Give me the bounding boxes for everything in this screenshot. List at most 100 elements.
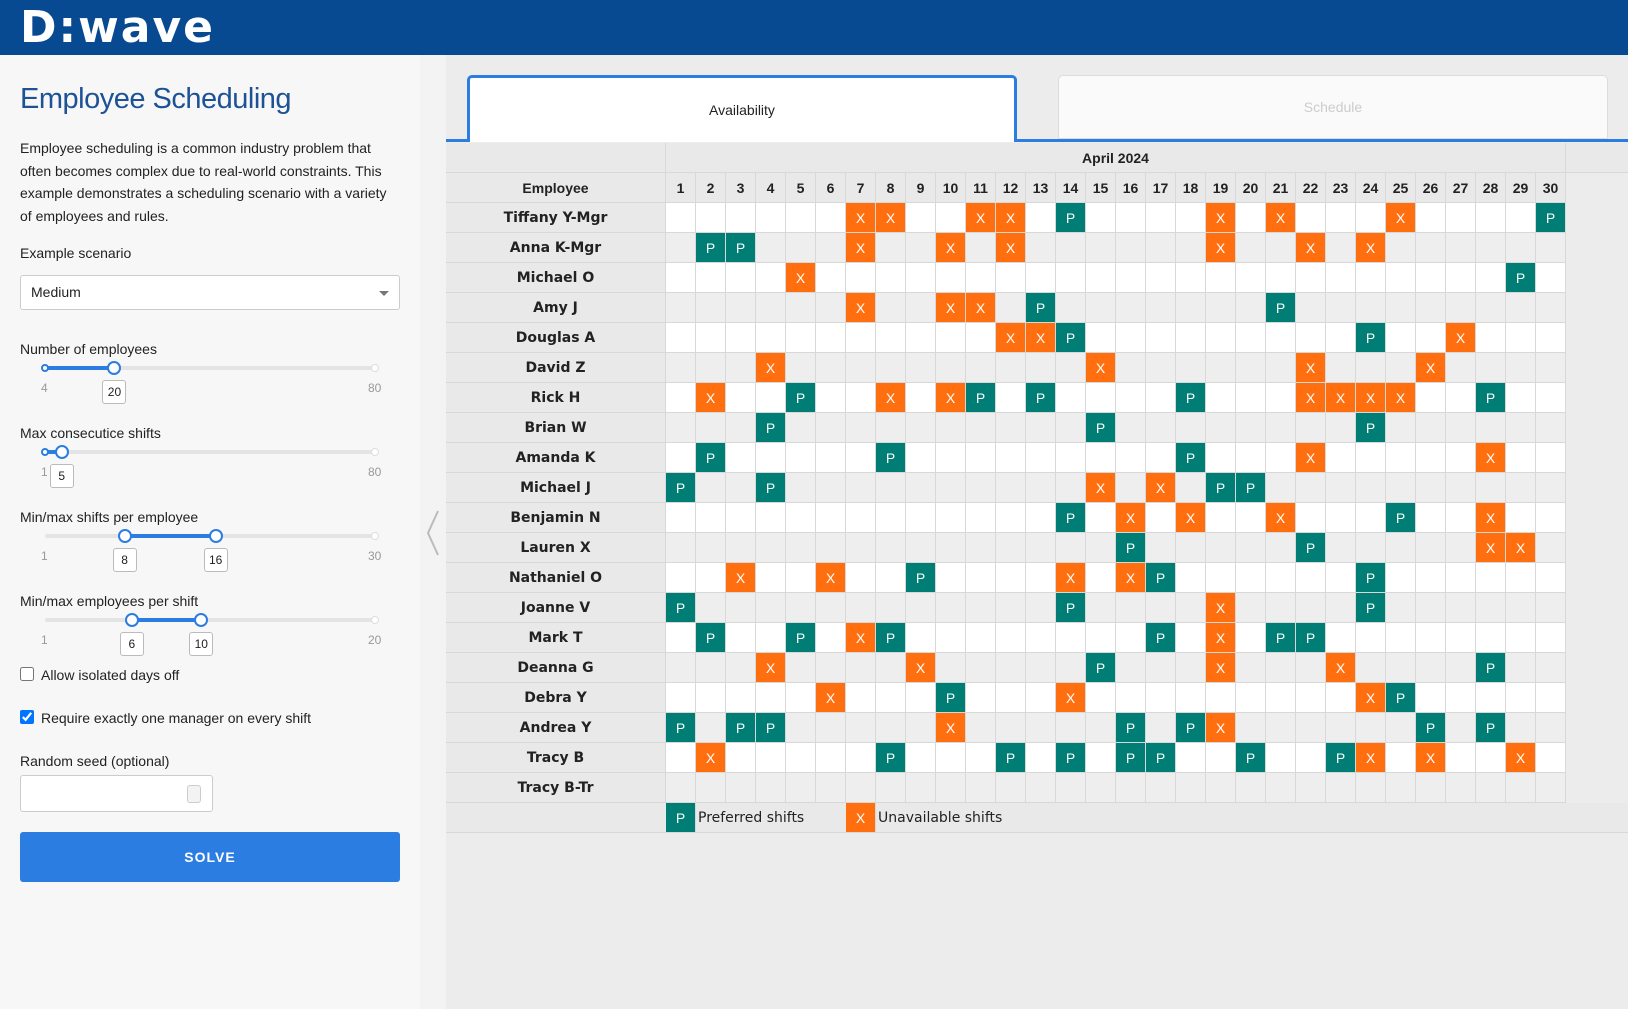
empty-cell <box>816 503 846 533</box>
employee-name: Tiffany Y-Mgr <box>446 203 666 233</box>
empty-cell <box>1356 353 1386 383</box>
empty-cell <box>996 413 1026 443</box>
empty-cell <box>726 353 756 383</box>
employee-name: Mark T <box>446 623 666 653</box>
empty-cell <box>1326 263 1356 293</box>
shift-mark: X <box>1356 233 1386 263</box>
empty-cell <box>1236 623 1266 653</box>
shift-mark: X <box>726 563 756 593</box>
empty-cell <box>966 353 996 383</box>
slider-start <box>41 448 49 456</box>
empty-cell <box>1326 713 1356 743</box>
day-label: 4 <box>756 173 786 203</box>
day-label: 9 <box>906 173 936 203</box>
slider-handle[interactable] <box>124 613 139 627</box>
shift-mark: X <box>996 323 1026 353</box>
shift-mark: X <box>1476 443 1506 473</box>
tab-label: Availability <box>709 102 775 118</box>
empty-cell <box>1266 713 1296 743</box>
select[interactable]: Medium <box>20 275 400 310</box>
shift-mark: P <box>906 563 936 593</box>
empty-cell <box>1356 623 1386 653</box>
empty-cell <box>1026 593 1056 623</box>
empty-cell <box>1446 713 1476 743</box>
tab[interactable]: Schedule <box>1058 75 1608 139</box>
shift-mark: X <box>846 233 876 263</box>
slider-value: 10 <box>189 632 214 656</box>
employee-name: Brian W <box>446 413 666 443</box>
empty-cell <box>1266 383 1296 413</box>
empty-cell <box>1266 323 1296 353</box>
tab[interactable]: Availability <box>467 75 1017 142</box>
empty-cell <box>1026 473 1056 503</box>
empty-cell <box>936 263 966 293</box>
day-label: 30 <box>1536 173 1566 203</box>
empty-cell <box>1116 263 1146 293</box>
empty-cell <box>996 533 1026 563</box>
empty-cell <box>1326 623 1356 653</box>
empty-cell <box>756 323 786 353</box>
slider-handle[interactable] <box>54 445 69 459</box>
empty-cell <box>996 263 1026 293</box>
empty-cell <box>1506 563 1536 593</box>
empty-cell <box>696 653 726 683</box>
shift-mark: P <box>1056 593 1086 623</box>
empty-cell <box>1266 263 1296 293</box>
collapse-gutter[interactable] <box>420 55 446 1009</box>
empty-cell <box>936 323 966 353</box>
slider-handle[interactable] <box>117 529 132 543</box>
empty-cell <box>1116 443 1146 473</box>
empty-cell <box>906 773 936 803</box>
availability-table: April 2024 Employee 1 2 3 4 5 6 7 8 9 10 11 12 13 14 15 1… <box>446 143 1628 888</box>
empty-cell <box>1446 743 1476 773</box>
empty-cell <box>1506 713 1536 743</box>
seed-input[interactable] <box>20 775 213 812</box>
top-bar: D:wave <box>0 0 1628 55</box>
shift-mark: P <box>1146 743 1176 773</box>
slider-value: 8 <box>112 548 137 572</box>
empty-cell <box>816 353 846 383</box>
shift-mark: P <box>1386 683 1416 713</box>
empty-cell <box>1176 353 1206 383</box>
empty-cell <box>1506 683 1536 713</box>
empty-cell <box>876 293 906 323</box>
shift-mark: P <box>1086 413 1116 443</box>
empty-cell <box>1236 203 1266 233</box>
empty-cell <box>786 203 816 233</box>
day-label: 27 <box>1446 173 1476 203</box>
empty-cell <box>876 533 906 563</box>
empty-cell <box>1296 263 1326 293</box>
slider-value: 5 <box>49 464 74 488</box>
solve-button[interactable]: SOLVE <box>20 832 400 882</box>
empty-cell <box>966 563 996 593</box>
shift-mark: P <box>876 743 906 773</box>
shift-mark: X <box>1206 623 1236 653</box>
empty-cell <box>1446 443 1476 473</box>
shift-mark: P <box>1506 263 1536 293</box>
slider-handle[interactable] <box>194 613 209 627</box>
empty-cell <box>1026 443 1056 473</box>
empty-cell <box>966 743 996 773</box>
empty-cell <box>1026 623 1056 653</box>
checkbox[interactable] <box>20 710 34 724</box>
empty-cell <box>1386 773 1416 803</box>
slider-handle[interactable] <box>107 361 122 375</box>
day-label: 22 <box>1296 173 1326 203</box>
empty-cell <box>696 533 726 563</box>
day-label: 26 <box>1416 173 1446 203</box>
empty-cell <box>1536 353 1566 383</box>
empty-cell <box>1476 623 1506 653</box>
slider-handle[interactable] <box>208 529 223 543</box>
empty-cell <box>1056 533 1086 563</box>
shift-mark: P <box>1356 323 1386 353</box>
empty-cell <box>1386 473 1416 503</box>
employee-name: Michael J <box>446 473 666 503</box>
empty-cell <box>1386 233 1416 263</box>
checkbox[interactable] <box>20 667 34 681</box>
empty-cell <box>996 353 1026 383</box>
collapse-icon[interactable] <box>420 503 446 563</box>
empty-cell <box>1116 353 1146 383</box>
employee-name: Amy J <box>446 293 666 323</box>
empty-cell <box>816 203 846 233</box>
shift-mark: X <box>996 203 1026 233</box>
